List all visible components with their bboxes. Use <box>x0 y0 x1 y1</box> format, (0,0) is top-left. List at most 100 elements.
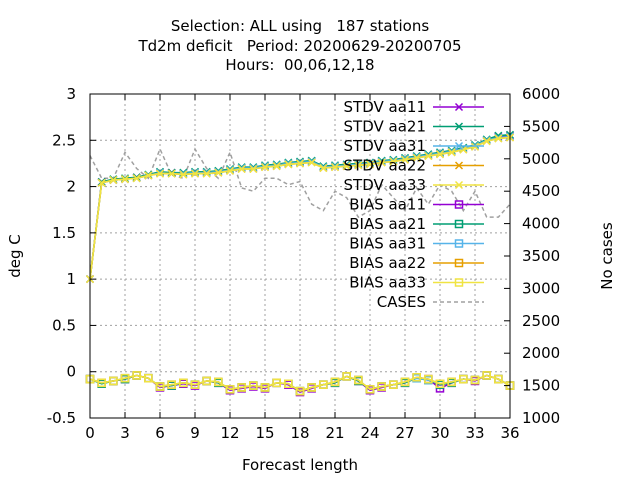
data-point <box>284 160 293 169</box>
data-point <box>307 383 316 392</box>
data-point <box>144 171 153 180</box>
y2-tick-label: 3000 <box>522 279 560 297</box>
y2-tick-label: 4500 <box>522 182 560 200</box>
data-point <box>237 383 246 392</box>
legend-label: BIAS aa31 <box>349 235 426 253</box>
x-tick-label: 0 <box>85 424 95 442</box>
data-point <box>225 385 235 394</box>
data-point <box>447 148 456 157</box>
data-point <box>214 377 223 387</box>
series-stdv-aa33 <box>85 133 515 284</box>
x-tick-label: 12 <box>220 424 239 442</box>
data-point <box>132 174 141 183</box>
x-tick-label: 33 <box>465 424 484 442</box>
data-point <box>354 375 363 385</box>
data-point <box>435 379 445 388</box>
y-tick-label: 2 <box>66 178 76 196</box>
data-point <box>144 373 153 383</box>
chart-title-line-2: Td2m deficit Period: 20200629-20200705 <box>138 37 462 55</box>
data-point <box>167 169 176 178</box>
ticks: 0 3 6 9 12 15 18 21 24 27 30 33 36-0.500.511.522.531… <box>47 85 560 442</box>
y2-tick-label: 6000 <box>522 85 560 103</box>
data-point <box>260 163 270 172</box>
legend-label: BIAS aa21 <box>349 215 426 233</box>
legend-label: STDV aa31 <box>344 137 426 155</box>
series-line <box>89 133 511 280</box>
data-point <box>202 376 211 386</box>
series-layer <box>85 130 515 397</box>
legend-swatch-marker <box>454 122 464 131</box>
data-point <box>482 137 491 146</box>
y2-tick-label: 2000 <box>522 344 560 362</box>
y2-tick-label: 1000 <box>522 409 560 427</box>
data-point <box>400 377 410 387</box>
data-point <box>190 380 200 389</box>
data-point <box>97 378 106 388</box>
data-point <box>365 160 375 169</box>
data-point <box>249 381 258 390</box>
legend-swatch-marker <box>454 258 464 268</box>
series-line <box>89 134 511 280</box>
data-point <box>307 158 316 167</box>
y-tick-label: 1 <box>66 270 76 288</box>
data-point <box>284 379 293 388</box>
data-point <box>400 155 410 164</box>
data-point <box>214 168 223 177</box>
data-point <box>424 374 433 384</box>
data-point <box>447 377 456 387</box>
data-point <box>202 169 211 178</box>
data-point <box>342 372 351 381</box>
data-point <box>424 151 433 161</box>
x-axis-label: Forecast length <box>242 456 358 474</box>
data-point <box>319 164 328 173</box>
data-point <box>459 374 468 384</box>
x-tick-label: 15 <box>255 424 274 442</box>
data-point <box>330 377 340 387</box>
data-point <box>494 374 503 384</box>
data-point <box>482 371 491 380</box>
y-tick-label: 0.5 <box>52 316 76 334</box>
data-point <box>377 382 386 391</box>
data-point <box>155 169 165 178</box>
data-point <box>97 178 106 187</box>
data-point <box>190 169 200 178</box>
data-point <box>342 162 351 171</box>
legend-swatch-marker <box>454 278 464 287</box>
data-point <box>109 176 118 185</box>
y-tick-label: -0.5 <box>47 409 76 427</box>
legend-label: CASES <box>377 293 426 311</box>
y2-tick-label: 2500 <box>522 312 560 330</box>
data-point <box>354 161 363 170</box>
legend-swatch-marker <box>454 239 464 248</box>
series-line <box>89 136 511 280</box>
x-tick-label: 36 <box>500 424 519 442</box>
data-point <box>132 371 141 380</box>
data-point <box>412 153 421 162</box>
legend-swatch-marker <box>454 219 464 229</box>
data-point <box>272 162 281 171</box>
x-tick-label: 30 <box>430 424 449 442</box>
y-tick-label: 1.5 <box>52 224 76 242</box>
y-axis-label: deg C <box>6 234 24 278</box>
data-point <box>295 386 305 396</box>
legend-label: BIAS aa33 <box>349 274 426 292</box>
data-point <box>155 382 165 391</box>
data-point <box>330 163 340 172</box>
legend-swatch-marker <box>454 161 464 170</box>
series-line <box>89 135 511 280</box>
y-tick-label: 0 <box>66 363 76 381</box>
legend-swatch-marker <box>454 180 464 190</box>
data-point <box>249 164 258 174</box>
data-point <box>109 376 118 386</box>
data-point <box>319 380 328 389</box>
data-point <box>389 157 398 166</box>
series-line <box>89 136 511 280</box>
legend-swatch-marker <box>454 141 464 151</box>
data-point <box>260 383 270 392</box>
data-point <box>494 134 503 143</box>
legend-label: STDV aa11 <box>344 98 426 116</box>
data-point <box>179 170 188 179</box>
x-tick-label: 27 <box>395 424 414 442</box>
legend-swatch-marker <box>454 102 464 112</box>
